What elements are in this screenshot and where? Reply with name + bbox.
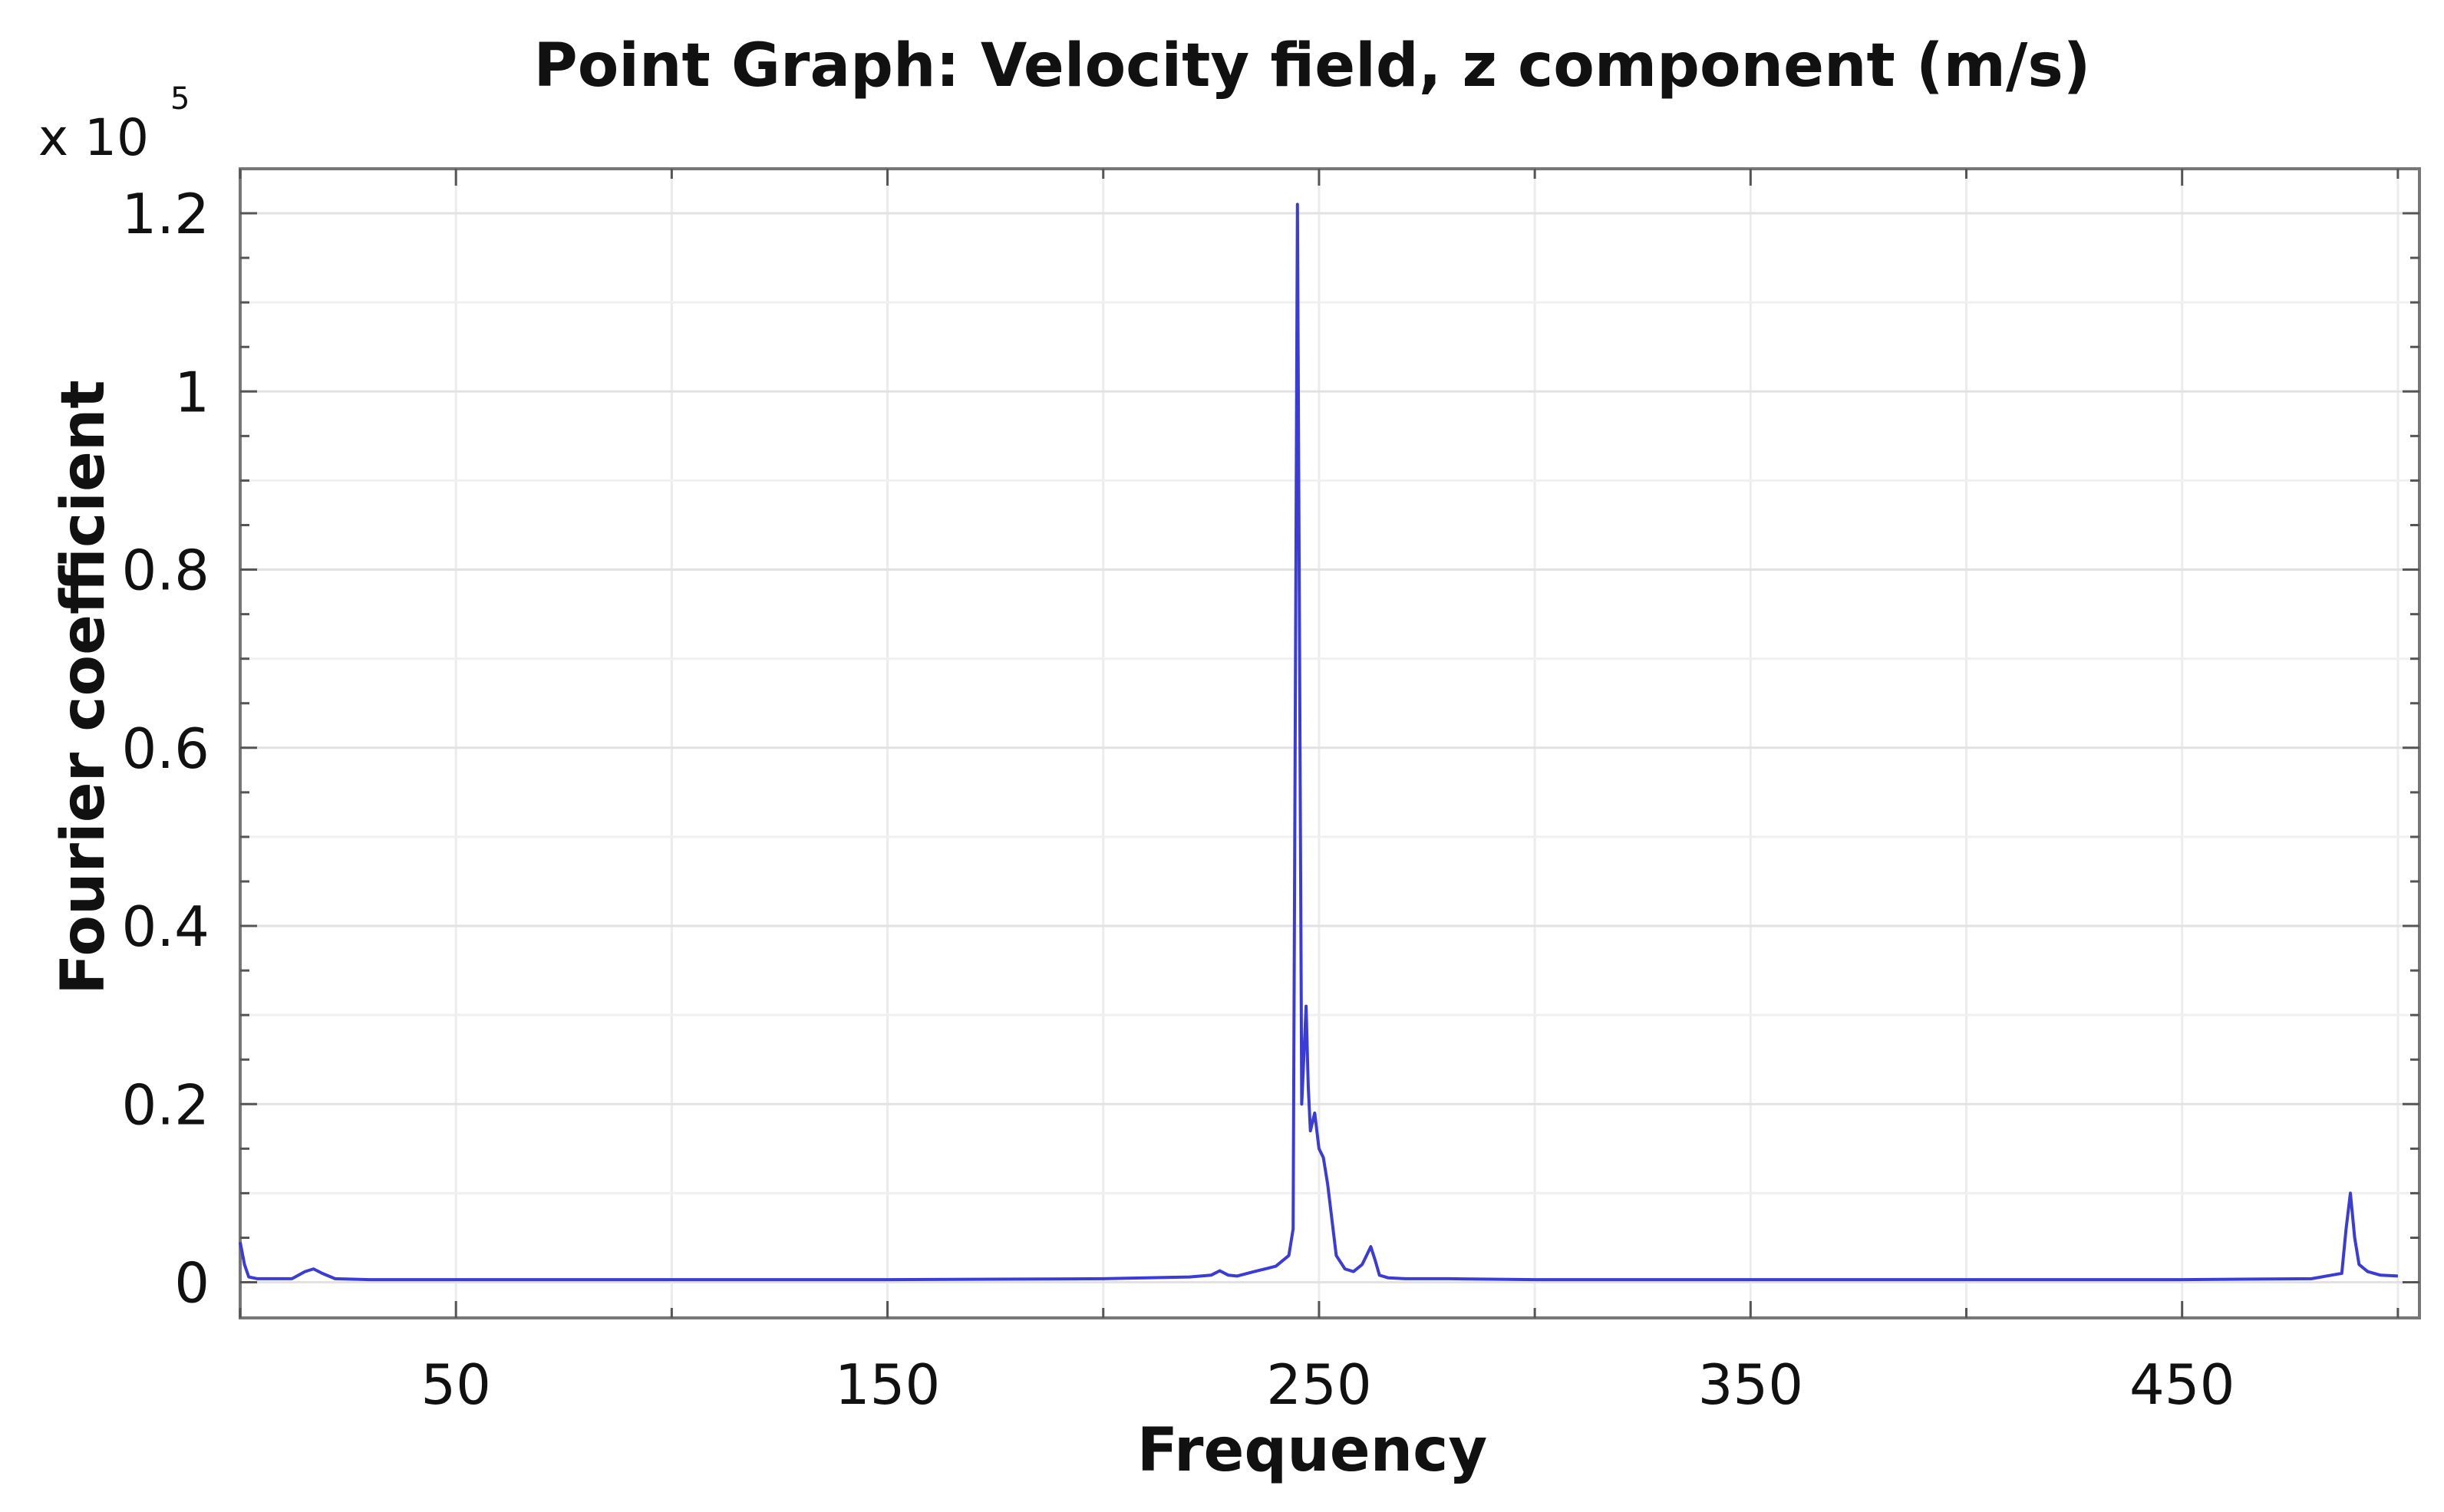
y-tick-label: 1 bbox=[174, 360, 209, 424]
x-tick-labels: 50 150 250 350 450 bbox=[421, 1352, 2235, 1417]
y-tick-label: 0 bbox=[174, 1251, 209, 1316]
x-tick-label: 150 bbox=[835, 1352, 940, 1417]
y-tick-label: 0.2 bbox=[121, 1072, 209, 1137]
grid bbox=[239, 169, 2419, 1318]
plot-frame bbox=[239, 167, 2421, 1319]
series-line bbox=[239, 203, 2398, 1282]
y-axis-label: Fourier coefficient bbox=[49, 380, 118, 994]
chart-title: Point Graph: Velocity field, z component… bbox=[534, 31, 2091, 100]
y-multiplier-base: x 10 bbox=[38, 108, 149, 167]
x-tick-label: 250 bbox=[1266, 1352, 1371, 1417]
x-axis-label: Frequency bbox=[1137, 1416, 1488, 1485]
y-tick-label: 0.4 bbox=[121, 894, 209, 959]
y-tick-label: 1.2 bbox=[121, 182, 209, 246]
series-layer bbox=[239, 203, 2398, 1282]
tick-marks bbox=[239, 169, 2419, 1318]
y-multiplier-exponent: 5 bbox=[170, 81, 190, 117]
x-tick-label: 50 bbox=[421, 1352, 491, 1417]
y-tick-label: 0.8 bbox=[121, 539, 209, 603]
y-tick-label: 0.6 bbox=[121, 716, 209, 781]
y-tick-labels: 0 0.2 0.4 0.6 0.8 1 1.2 bbox=[121, 182, 209, 1315]
x-tick-label: 450 bbox=[2129, 1352, 2235, 1417]
y-multiplier: x 10 5 bbox=[38, 81, 190, 167]
x-tick-label: 350 bbox=[1698, 1352, 1803, 1417]
